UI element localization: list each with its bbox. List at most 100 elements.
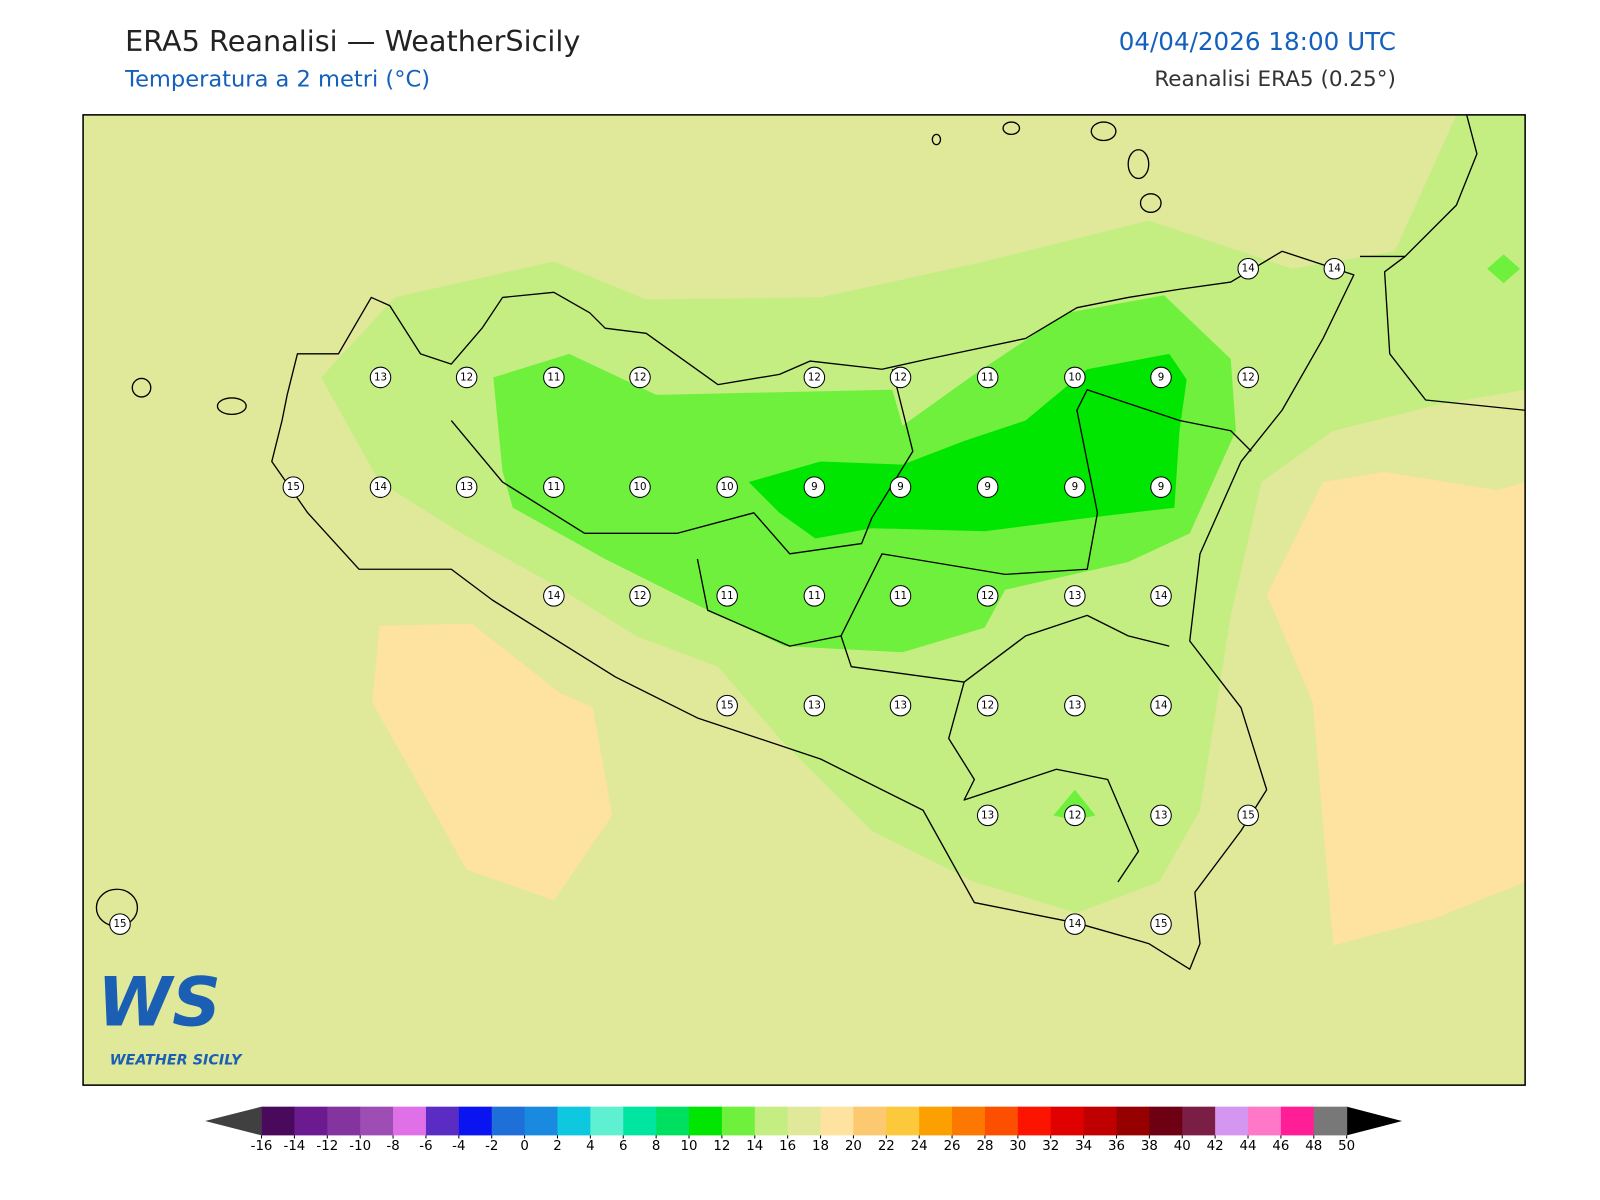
- station-marker: [629, 585, 651, 607]
- colorbar-label: 32: [1042, 1139, 1059, 1154]
- station-marker: [1150, 804, 1172, 827]
- station-value: 15: [113, 918, 126, 930]
- station-value: 12: [981, 590, 994, 602]
- colorbar-label: 4: [586, 1139, 594, 1154]
- colorbar-segment: [1248, 1106, 1282, 1136]
- colorbar-segment: [491, 1106, 526, 1136]
- station-value: 13: [460, 481, 473, 493]
- colorbar-label: 30: [1009, 1139, 1026, 1154]
- station-marker: [1064, 585, 1086, 607]
- colorbar-segment: [1116, 1106, 1150, 1136]
- province-border: [948, 681, 1140, 883]
- colorbar-label: 28: [976, 1139, 993, 1154]
- field-16-18: [1266, 471, 1526, 946]
- colorbar-segment: [1215, 1106, 1249, 1136]
- colorbar-segment: [360, 1106, 394, 1136]
- colorbar-label: 12: [713, 1139, 730, 1154]
- station-marker: [1237, 804, 1259, 827]
- station-value: 15: [1242, 809, 1255, 821]
- logo-name: WEATHER SICILY: [110, 1053, 243, 1069]
- station-marker: [889, 694, 912, 717]
- colorbar-label: 10: [681, 1139, 698, 1154]
- colorbar-label: 20: [845, 1139, 862, 1154]
- station-value: 9: [984, 481, 991, 493]
- colorbar-label: 26: [944, 1139, 961, 1154]
- colorbar-segment: [754, 1106, 789, 1136]
- station-marker: [976, 585, 999, 607]
- colorbar-label: 34: [1075, 1139, 1092, 1154]
- station-marker: [455, 476, 478, 498]
- station-marker: [889, 476, 912, 498]
- station-marker: [1064, 913, 1086, 935]
- station-value: 9: [811, 481, 818, 493]
- station-value: 14: [1155, 590, 1168, 602]
- colorbar-label: 2: [553, 1139, 561, 1154]
- station-value: 11: [894, 590, 907, 602]
- colorbar-label: 18: [812, 1139, 829, 1154]
- station-value: 11: [547, 371, 560, 383]
- station-marker: [1237, 257, 1259, 280]
- station-value: 9: [1158, 481, 1165, 493]
- station-marker: [1323, 257, 1346, 280]
- station-value: 13: [1155, 809, 1168, 821]
- source: Reanalisi ERA5 (0.25°): [1154, 67, 1396, 92]
- station-marker: [976, 694, 999, 717]
- island: [216, 397, 247, 416]
- colorbar-segment: [689, 1106, 723, 1136]
- colorbar-segment: [1280, 1106, 1315, 1136]
- station-marker: [889, 366, 912, 389]
- colorbar-segment: [327, 1106, 361, 1136]
- colorbar-arrow-low: [205, 1106, 262, 1136]
- station-marker: [716, 476, 738, 498]
- station-value: 12: [1068, 809, 1081, 821]
- station-value: 12: [460, 371, 473, 383]
- colorbar-label: 22: [878, 1139, 895, 1154]
- colorbar-segment: [524, 1106, 558, 1136]
- coastline: [1359, 114, 1478, 258]
- colorbar-segment: [458, 1106, 493, 1136]
- colorbar-label: -16: [251, 1139, 273, 1154]
- station-marker: [1150, 366, 1172, 389]
- station-marker: [803, 694, 826, 717]
- colorbar-segment: [1182, 1106, 1216, 1136]
- island: [131, 377, 152, 398]
- station-marker: [803, 476, 826, 498]
- station-marker: [1237, 366, 1259, 389]
- station-value: 14: [1068, 918, 1081, 930]
- station-value: 15: [287, 481, 300, 493]
- station-marker: [369, 366, 392, 389]
- colorbar-label: -14: [284, 1139, 306, 1154]
- colorbar-label: -12: [316, 1139, 338, 1154]
- colorbar-segment: [853, 1106, 887, 1136]
- station-marker: [1150, 476, 1172, 498]
- datetime: 04/04/2026 18:00 UTC: [1119, 27, 1396, 56]
- colorbar-label: 42: [1207, 1139, 1224, 1154]
- station-value: 13: [374, 371, 387, 383]
- station-marker: [1064, 694, 1086, 717]
- station-value: 9: [1072, 481, 1079, 493]
- province-border: [840, 614, 1170, 683]
- map-frame: [82, 114, 1526, 1086]
- colorbar-segment: [294, 1106, 328, 1136]
- colorbar-segment: [1083, 1106, 1118, 1136]
- station-marker: [976, 366, 999, 389]
- subtitle: Temperatura a 2 metri (°C): [124, 67, 430, 93]
- station-value: 9: [897, 481, 904, 493]
- colorbar-segment: [1149, 1106, 1183, 1136]
- colorbar-segment: [787, 1106, 822, 1136]
- station-marker: [1150, 694, 1172, 717]
- station-marker: [455, 366, 478, 389]
- colorbar-label: 48: [1305, 1139, 1322, 1154]
- station-marker: [976, 804, 999, 827]
- colorbar-segment: [984, 1106, 1019, 1136]
- station-marker: [716, 694, 738, 717]
- station-value: 14: [374, 481, 387, 493]
- station-marker: [369, 476, 392, 498]
- colorbar-label: 44: [1240, 1139, 1257, 1154]
- province-border: [450, 369, 914, 555]
- station-value: 12: [633, 590, 646, 602]
- logo-initials: WS: [97, 963, 220, 1042]
- colorbar-segment: [557, 1106, 591, 1136]
- station-value: 10: [633, 481, 646, 493]
